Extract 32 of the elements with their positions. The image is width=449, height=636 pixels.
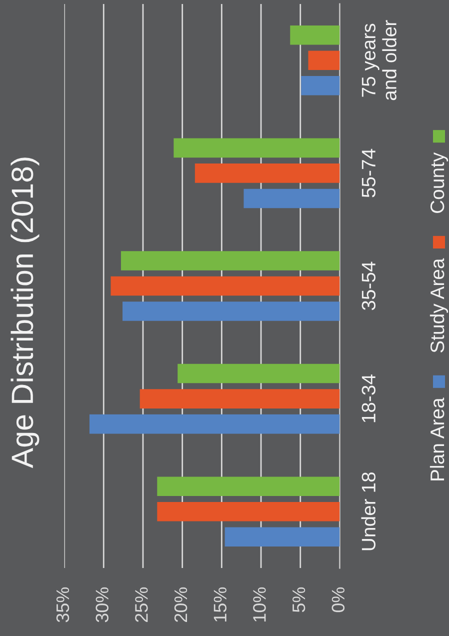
bar [224, 527, 340, 547]
bar [290, 25, 340, 45]
x-tick-label: 10% [253, 587, 266, 622]
y-tick-label: 18-34 [362, 374, 376, 422]
x-tick-label: 15% [214, 587, 227, 622]
legend-label: Study Area [430, 258, 448, 352]
bar [301, 76, 340, 96]
bar [308, 50, 340, 70]
bar [110, 276, 340, 296]
legend-label: County [430, 152, 448, 213]
bar [194, 164, 340, 183]
y-tick-label: Under 18 [361, 472, 376, 550]
x-tick-label: 25% [135, 587, 148, 622]
x-tick-label: 35% [56, 587, 70, 622]
bar [174, 138, 340, 158]
text: Age Distribution (2018) [10, 158, 40, 468]
y-tick-label: 75 years and older [362, 20, 396, 100]
bar [178, 364, 340, 384]
bar [157, 476, 340, 496]
legend-label: Plan Area [430, 398, 444, 480]
x-tick-label: 30% [96, 587, 108, 622]
bar [122, 302, 340, 321]
x-tick-label: 20% [174, 587, 188, 622]
y-tick-label: 55-74 [362, 148, 376, 198]
bar [120, 251, 340, 270]
x-tick-label: 0% [332, 587, 345, 612]
bar [157, 502, 340, 522]
y-tick-label: 35-54 [362, 262, 376, 310]
bar [244, 188, 340, 208]
x-tick-label: 5% [292, 587, 306, 612]
bar [140, 389, 340, 408]
bar [89, 414, 340, 434]
